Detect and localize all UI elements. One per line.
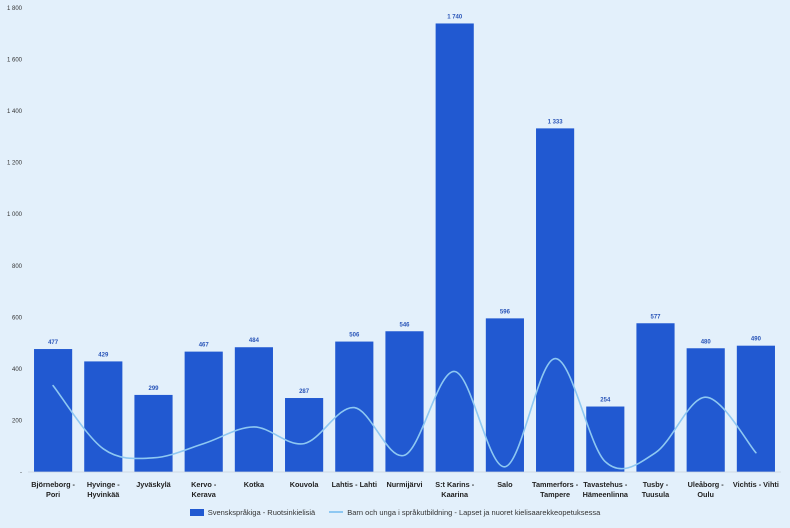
x-tick-label-line: Kervo - <box>191 480 217 489</box>
y-tick-label: 1 200 <box>7 161 23 167</box>
data-label: 1 333 <box>548 119 564 125</box>
legend-swatch-line <box>329 511 343 513</box>
legend-swatch-bars <box>190 509 204 516</box>
y-tick-label: 1 000 <box>7 212 23 218</box>
data-label: 254 <box>600 398 611 404</box>
bar <box>185 352 223 472</box>
x-tick-label-line: Hämeenlinna <box>583 490 629 499</box>
x-tick-label-line: Lahtis - Lahti <box>332 480 377 489</box>
x-tick-label-line: Nurmijärvi <box>386 480 422 489</box>
x-tick-label: Björneborg -Pori <box>31 480 75 499</box>
data-label: 546 <box>399 322 410 328</box>
x-axis: Björneborg -Pori Hyvinge -Hyvinkää Jyväsky… <box>28 472 781 499</box>
bar <box>335 342 373 472</box>
y-axis: - 200 400 600 800 1 000 1 200 1 400 1 600 1 800 <box>7 6 23 476</box>
x-tick-label: Vichtis - Vihti <box>733 480 779 489</box>
x-tick-label-line: Vichtis - Vihti <box>733 480 779 489</box>
legend-label-line: Barn och unga i språkutbildning - Lapset… <box>347 508 600 517</box>
x-tick-label-line: Kerava <box>192 490 217 499</box>
y-tick-label: 1 600 <box>7 58 23 64</box>
x-tick-label: S:t Karins -Kaarina <box>435 480 474 499</box>
y-tick-label: 1 800 <box>7 6 23 12</box>
x-tick-label-line: Hyvinkää <box>87 490 120 499</box>
x-tick-label-line: Kaarina <box>441 490 469 499</box>
x-tick-label: Hyvinge -Hyvinkää <box>87 480 120 499</box>
x-tick-label: Kouvola <box>290 480 320 489</box>
x-tick-label: Jyväskylä <box>136 480 171 489</box>
x-tick-label: Kervo -Kerava <box>191 480 217 499</box>
y-tick-label: 800 <box>12 264 23 270</box>
x-tick-label-line: Pori <box>46 490 60 499</box>
x-tick-label: Tavastehus -Hämeenlinna <box>583 480 629 499</box>
data-label: 484 <box>249 338 260 344</box>
bar <box>436 23 474 472</box>
data-label: 506 <box>349 333 360 339</box>
data-label: 467 <box>199 343 210 349</box>
x-tick-label-line: Hyvinge - <box>87 480 120 489</box>
data-label: 490 <box>751 337 762 343</box>
bar <box>235 347 273 472</box>
x-tick-label-line: Tusby - <box>643 480 669 489</box>
legend-item-line: Barn och unga i språkutbildning - Lapset… <box>329 508 600 517</box>
x-tick-label-line: Tuusula <box>642 490 670 499</box>
x-tick-label-line: S:t Karins - <box>435 480 474 489</box>
x-tick-label-line: Uleåborg - <box>688 480 725 489</box>
bar <box>34 349 72 472</box>
bar <box>536 128 574 472</box>
x-tick-label-line: Oulu <box>697 490 714 499</box>
data-label: 1 740 <box>447 14 463 20</box>
x-tick-label-line: Jyväskylä <box>136 480 171 489</box>
x-tick-label: Salo <box>497 480 513 489</box>
x-tick-label: Kotka <box>244 480 265 489</box>
x-tick-label-line: Kotka <box>244 480 265 489</box>
legend-label-bars: Svenskspråkiga - Ruotsinkielisiä <box>208 508 316 517</box>
data-label: 299 <box>148 386 159 392</box>
x-tick-label-line: Tampere <box>540 490 570 499</box>
legend: Svenskspråkiga - Ruotsinkielisiä Barn oc… <box>0 505 790 519</box>
bar <box>134 395 172 472</box>
data-label: 429 <box>98 352 109 358</box>
x-tick-label: Tusby -Tuusula <box>642 480 670 499</box>
bar-series <box>34 23 775 472</box>
y-tick-label: 600 <box>12 315 23 321</box>
y-tick-label: 200 <box>12 418 23 424</box>
data-label: 596 <box>500 309 511 315</box>
x-tick-label-line: Salo <box>497 480 513 489</box>
legend-item-bars: Svenskspråkiga - Ruotsinkielisiä <box>190 508 316 517</box>
x-tick-label-line: Tavastehus - <box>583 480 628 489</box>
x-tick-label: Nurmijärvi <box>386 480 422 489</box>
y-tick-label: 1 400 <box>7 109 23 115</box>
x-tick-label-line: Kouvola <box>290 480 320 489</box>
data-label: 577 <box>650 314 661 320</box>
y-tick-label: - <box>20 470 22 476</box>
bar <box>636 323 674 472</box>
data-label: 287 <box>299 389 310 395</box>
y-tick-label: 400 <box>12 367 23 373</box>
data-label: 480 <box>701 339 712 345</box>
x-tick-label: Uleåborg -Oulu <box>688 480 725 499</box>
x-tick-label: Lahtis - Lahti <box>332 480 377 489</box>
data-label: 477 <box>48 340 59 346</box>
x-tick-label: Tammerfors -Tampere <box>532 480 579 499</box>
x-tick-label-line: Tammerfors - <box>532 480 579 489</box>
x-tick-label-line: Björneborg - <box>31 480 75 489</box>
bar <box>687 348 725 472</box>
